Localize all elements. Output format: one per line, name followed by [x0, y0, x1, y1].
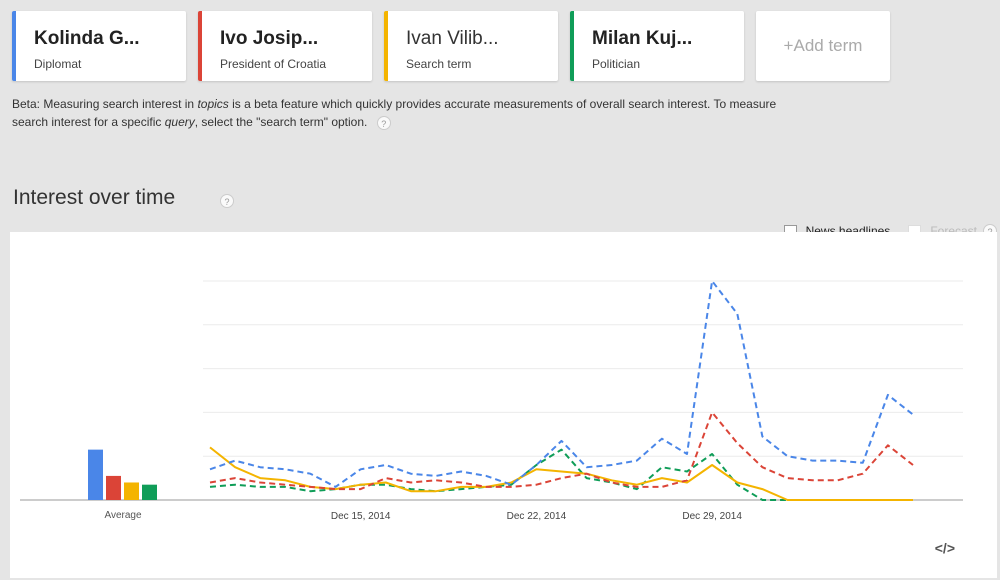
term-title: Ivan Vilib...: [406, 28, 499, 49]
beta-text-2: is a beta feature which quickly provides…: [12, 97, 777, 129]
average-bar: [88, 449, 103, 500]
term-card-2[interactable]: Ivo Josip... President of Croatia: [198, 11, 372, 81]
term-subtitle: Politician: [592, 57, 641, 71]
series-line-1: [209, 280, 914, 488]
term-card-4[interactable]: Milan Kuj... Politician: [570, 11, 744, 81]
embed-code-button[interactable]: </>: [934, 540, 955, 556]
beta-notice: Beta: Measuring search interest in topic…: [12, 95, 802, 131]
beta-text-3: , select the "search term" option.: [194, 115, 368, 129]
term-color-stripe: [12, 11, 16, 81]
term-cards: Kolinda G... Diplomat Ivo Josip... Presiden…: [12, 11, 890, 81]
term-title: Kolinda G...: [34, 28, 140, 49]
series-line-3: [209, 446, 913, 501]
term-title: Ivo Josip...: [220, 28, 319, 49]
term-card-3[interactable]: Ivan Vilib... Search term: [384, 11, 558, 81]
series-line-4: [209, 448, 913, 501]
term-color-stripe: [570, 11, 574, 81]
beta-help-icon[interactable]: ?: [376, 115, 391, 130]
term-subtitle: Search term: [406, 57, 472, 71]
section-title: Interest over time: [13, 186, 176, 209]
interest-chart: Average Dec 15, 2014 Dec 22, 2014 Dec 29, 2…: [20, 280, 963, 522]
term-color-stripe: [384, 11, 388, 81]
beta-text-1: Beta: Measuring search interest in: [12, 97, 198, 111]
term-card-1[interactable]: Kolinda G... Diplomat: [12, 11, 186, 81]
beta-em-topics: topics: [197, 97, 229, 111]
beta-em-query: query: [164, 115, 195, 129]
term-subtitle: President of Croatia: [220, 57, 327, 71]
average-label: Average: [104, 510, 142, 521]
term-color-stripe: [198, 11, 202, 81]
term-title: Milan Kuj...: [592, 28, 693, 49]
term-subtitle: Diplomat: [34, 57, 82, 71]
average-bar: [142, 484, 157, 500]
add-term-button[interactable]: +Add term: [756, 11, 890, 81]
section-help-icon[interactable]: ?: [220, 194, 234, 208]
average-bar: [124, 482, 139, 500]
x-tick-label: Dec 15, 2014: [331, 511, 391, 522]
x-tick-label: Dec 29, 2014: [682, 511, 742, 522]
chart-panel: Average Dec 15, 2014 Dec 22, 2014 Dec 29, 2…: [10, 232, 997, 578]
average-bar: [106, 475, 121, 500]
x-tick-label: Dec 22, 2014: [507, 511, 567, 522]
